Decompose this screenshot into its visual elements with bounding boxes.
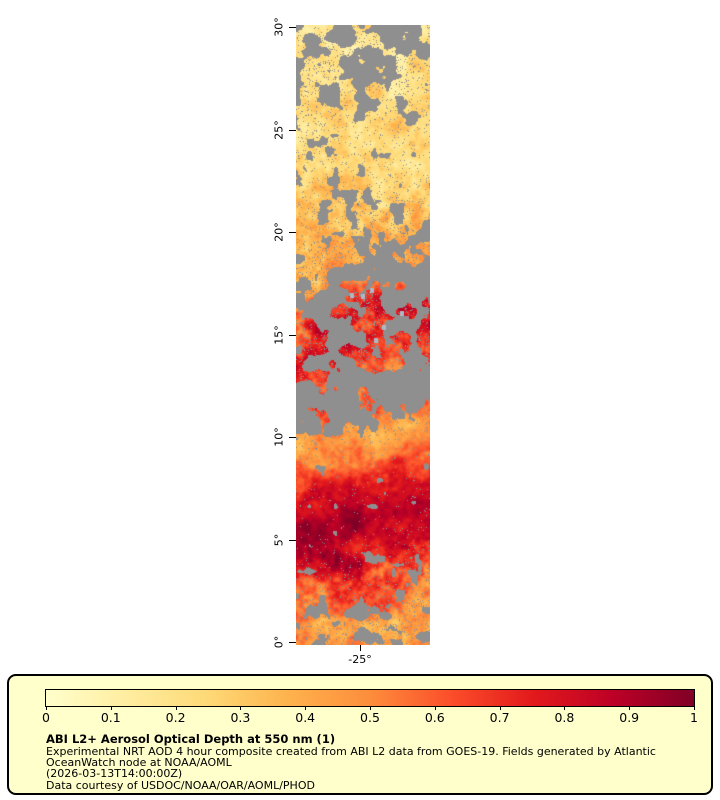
colorbar: [45, 689, 695, 707]
colorbar-tick-mark: [175, 707, 177, 710]
colorbar-tick-mark: [564, 707, 566, 710]
tick-mark: [289, 232, 296, 233]
colorbar-tick-mark: [305, 707, 307, 710]
colorbar-tick-label: 0.7: [489, 710, 510, 725]
tick-mark: [289, 437, 296, 438]
colorbar-tick-label: 1: [690, 710, 698, 725]
colorbar-gradient: [46, 690, 694, 706]
colorbar-tick-mark: [370, 707, 371, 710]
colorbar-tick-mark: [110, 707, 112, 710]
colorbar-tick-mark: [46, 707, 47, 710]
tick-mark: [289, 27, 296, 28]
colorbar-tick-mark: [434, 707, 436, 710]
lat-tick-label: 30°: [272, 17, 286, 37]
figure-timestamp: (2026-03-13T14:00:00Z): [46, 767, 183, 780]
figure-title: ABI L2+ Aerosol Optical Depth at 550 nm …: [46, 732, 336, 746]
lat-tick-label: 15°: [272, 324, 286, 345]
aod-map-image: [296, 25, 430, 645]
map-plot-area: 30° 25° 20° 15° 10° 5° 0° -25°: [273, 17, 430, 666]
tick-mark: [289, 539, 296, 541]
tick-mark: [360, 645, 361, 651]
colorbar-tick-mark: [694, 707, 695, 710]
lat-tick-label: 20°: [272, 222, 286, 242]
lat-tick-label: 5°: [272, 533, 286, 546]
tick-mark: [289, 642, 296, 643]
lon-tick-label: -25°: [348, 653, 372, 666]
colorbar-tick-label: 0.6: [424, 710, 445, 725]
colorbar-tick-mark: [499, 707, 501, 710]
colorbar-tick-label: 0.9: [619, 710, 640, 725]
colorbar-tick-mark: [240, 707, 242, 710]
tick-mark: [289, 129, 296, 131]
colorbar-tick-mark: [629, 707, 631, 710]
figure-credit: Data courtesy of USDOC/NOAA/OAR/AOML/PHO…: [46, 779, 315, 792]
colorbar-tick-label: 0.1: [100, 710, 121, 725]
colorbar-tick-label: 0.4: [295, 710, 316, 725]
colorbar-tick-label: 0.5: [360, 710, 380, 725]
lat-tick-label: 10°: [272, 427, 286, 447]
colorbar-tick-label: 0.8: [554, 710, 575, 725]
colorbar-tick-label: 0.2: [165, 710, 186, 725]
figure-description-line1: Experimental NRT AOD 4 hour composite cr…: [46, 745, 656, 758]
lat-tick-label: 0°: [272, 635, 286, 649]
colorbar-tick-label: 0: [42, 710, 50, 725]
colorbar-tick-label: 0.3: [230, 710, 251, 725]
legend-panel: 0 0.1 0.2 0.3 0.4 0.5 0.6 0.7 0.8 0.9 1 ABI L2+ Ae…: [7, 674, 713, 795]
tick-mark: [289, 334, 296, 336]
lat-tick-label: 25°: [272, 119, 286, 140]
figure-description-line2: OceanWatch node at NOAA/AOML: [46, 756, 232, 769]
